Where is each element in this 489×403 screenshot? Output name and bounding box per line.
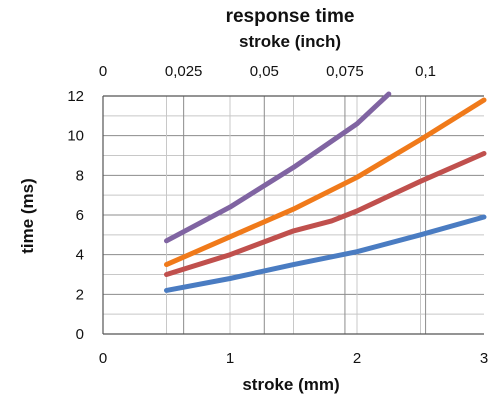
x-axis-label: stroke (mm) — [242, 375, 339, 394]
y-tick-label: 2 — [76, 286, 84, 303]
y-tick-label: 10 — [67, 128, 84, 145]
y-tick-label: 12 — [67, 88, 84, 105]
y-tick-label: 6 — [76, 207, 84, 224]
y-tick-label: 8 — [76, 167, 84, 184]
x-tick-label: 3 — [480, 350, 488, 367]
series-lines — [164, 91, 487, 293]
series-line-1 — [164, 214, 487, 293]
series-line-3 — [164, 97, 487, 268]
series-line-2 — [164, 151, 487, 277]
top-tick-label: 0,025 — [165, 63, 203, 80]
y-axis-label: time (ms) — [18, 178, 37, 254]
y-tick-label: 4 — [76, 247, 84, 264]
x-tick-label: 2 — [353, 350, 361, 367]
grid — [103, 96, 484, 334]
top-tick-label: 0,05 — [250, 63, 279, 80]
top-tick-label: 0,075 — [326, 63, 364, 80]
chart-title: response time — [226, 6, 355, 27]
top-tick-label: 0 — [99, 63, 107, 80]
y-tick-label: 0 — [76, 326, 84, 343]
x-tick-label: 0 — [99, 350, 107, 367]
x-tick-label: 1 — [226, 350, 234, 367]
series-line-4 — [164, 91, 392, 244]
top-tick-label: 0,1 — [415, 63, 436, 80]
axes — [102, 95, 484, 335]
top-axis-label: stroke (inch) — [239, 32, 341, 51]
